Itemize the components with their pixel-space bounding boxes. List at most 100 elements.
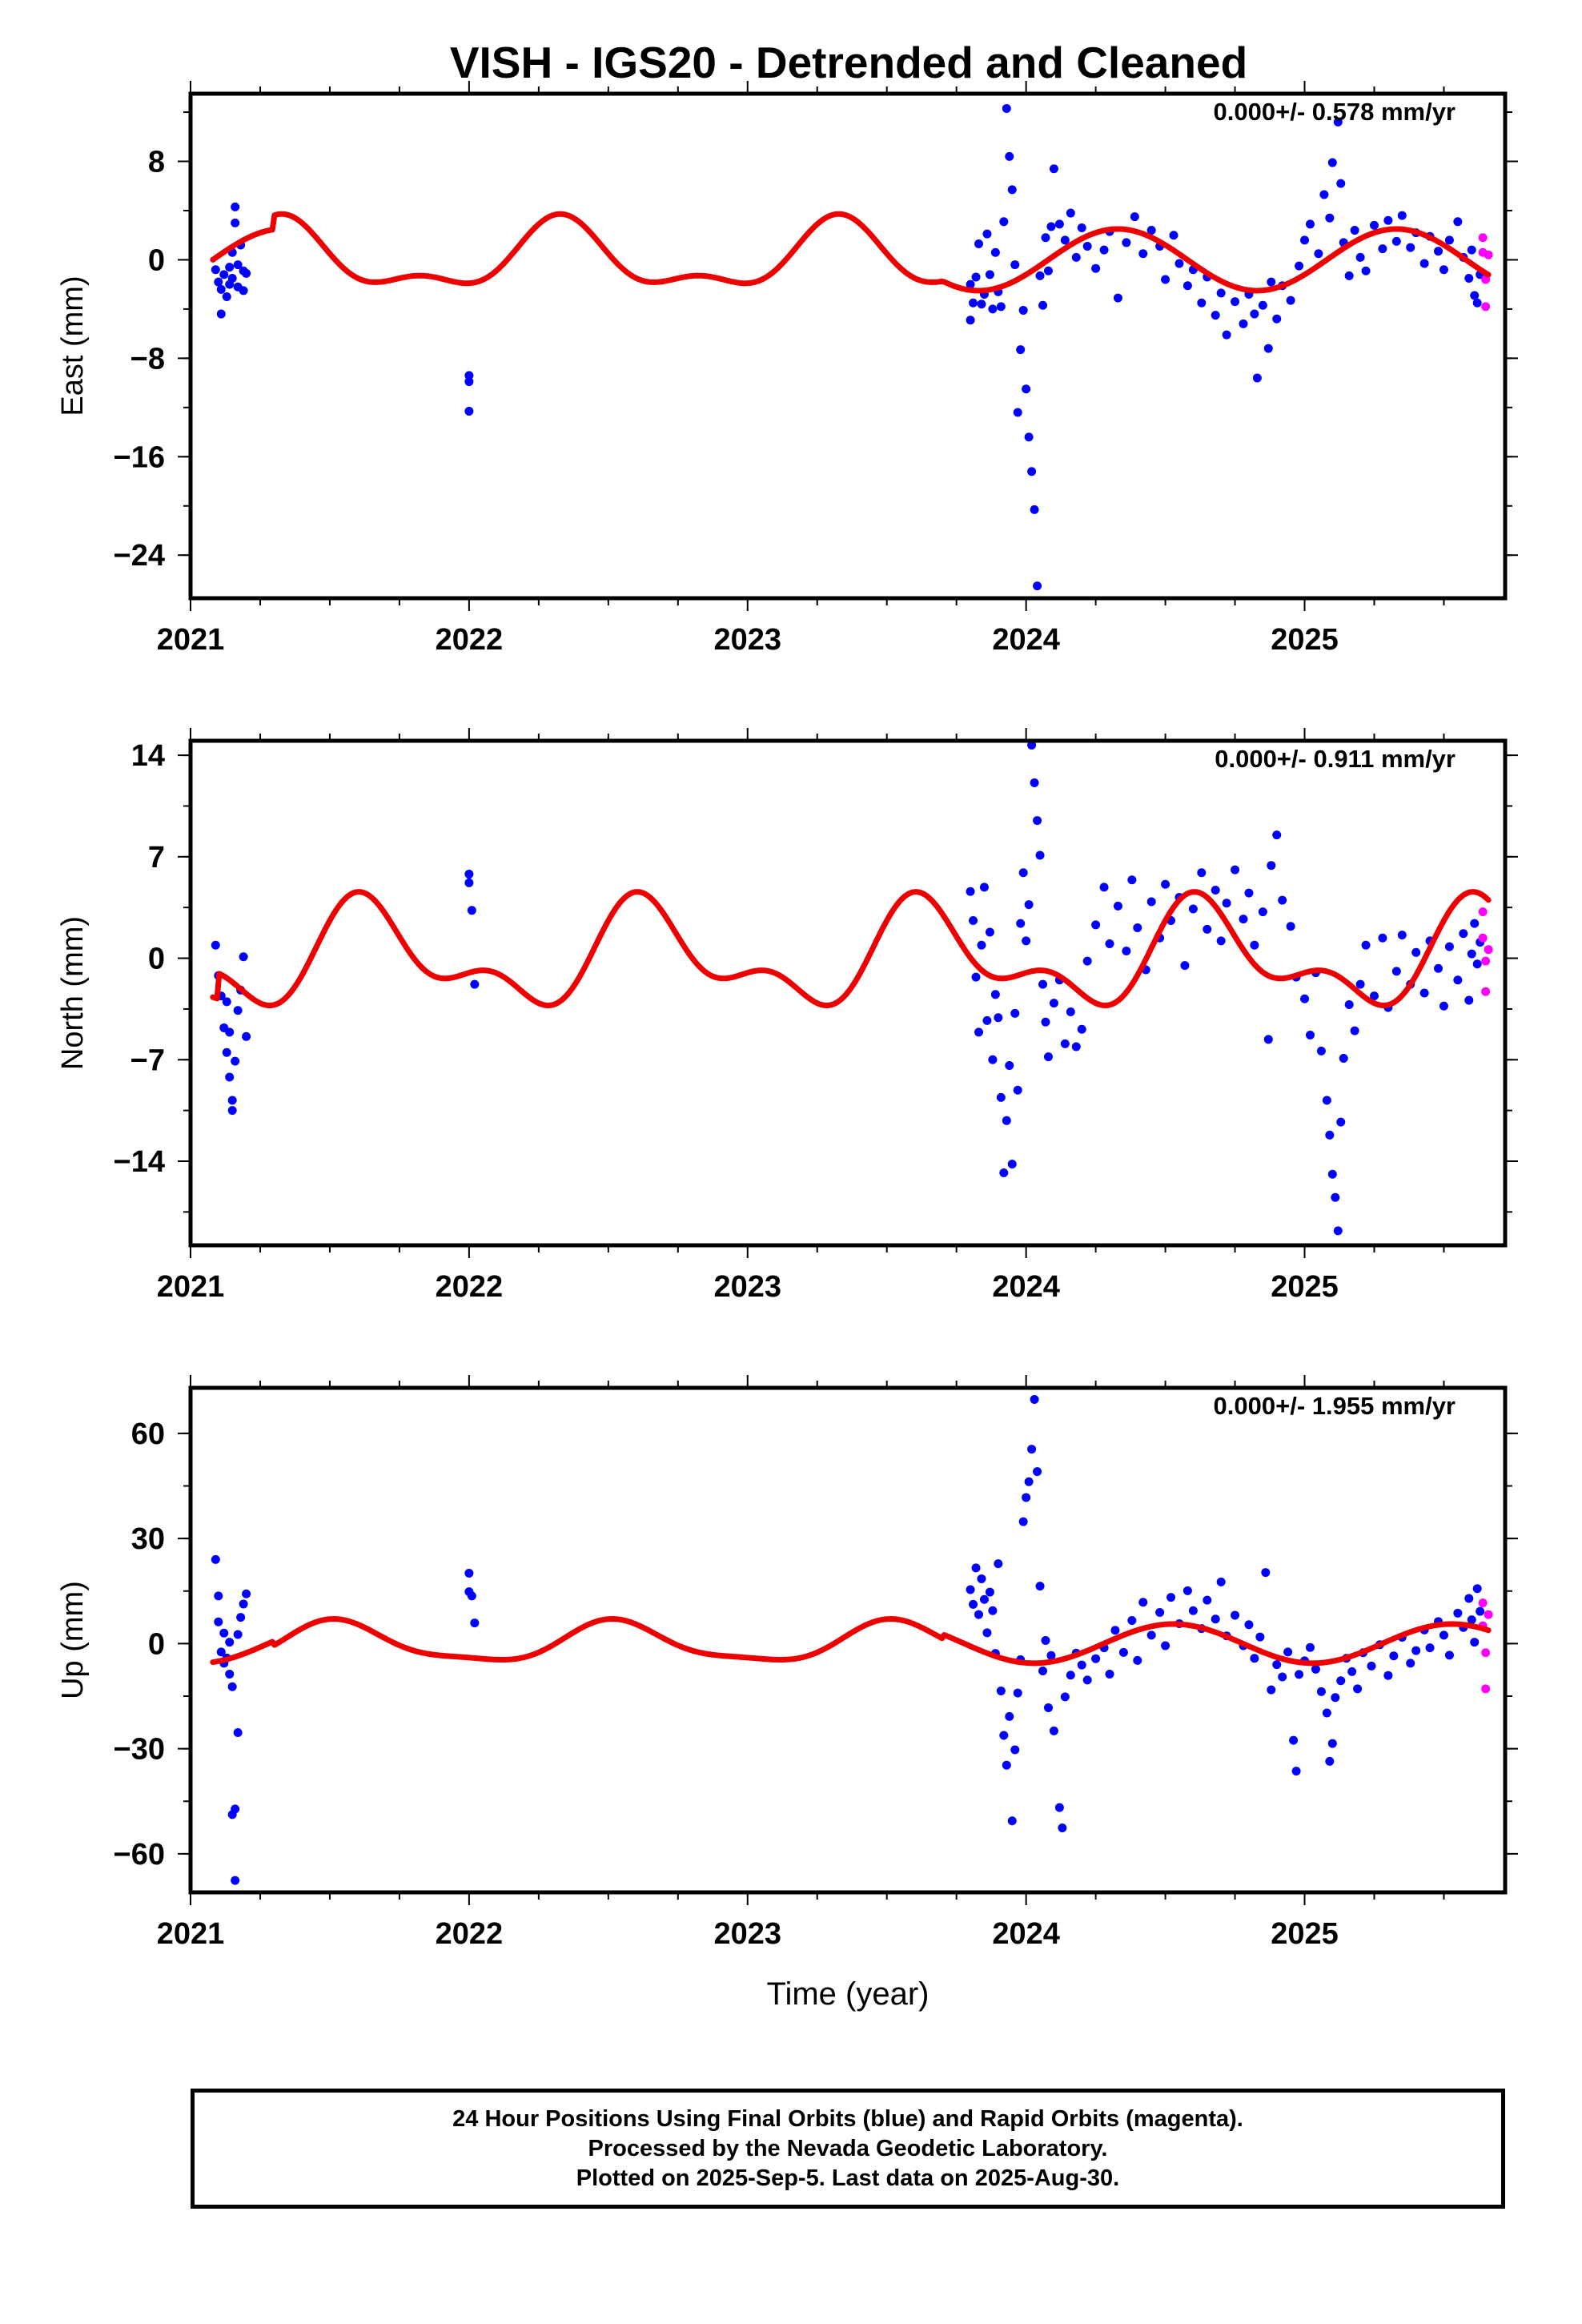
- final-orbit-point: [1278, 1672, 1287, 1682]
- final-orbit-point: [1316, 1046, 1326, 1055]
- final-orbit-point: [1211, 885, 1220, 895]
- final-orbit-point: [1060, 1692, 1070, 1702]
- final-orbit-point: [1054, 219, 1064, 229]
- final-orbit-point: [1331, 1693, 1340, 1703]
- chart-title: VISH - IGS20 - Detrended and Cleaned: [450, 38, 1247, 87]
- final-orbit-point: [233, 1006, 243, 1015]
- final-orbit-point: [1118, 1647, 1128, 1657]
- final-orbit-point: [1024, 432, 1034, 442]
- final-orbit-point: [1018, 1517, 1028, 1526]
- final-orbit-point: [1161, 879, 1170, 889]
- final-orbit-point: [1043, 266, 1053, 275]
- final-orbit-point: [1322, 1708, 1331, 1718]
- plot-area: [210, 741, 1493, 1236]
- final-orbit-point: [1030, 505, 1039, 514]
- final-orbit-point: [1291, 1767, 1301, 1776]
- final-orbit-point: [994, 1559, 1003, 1569]
- final-orbit-point: [1470, 919, 1480, 928]
- final-orbit-point: [1066, 1007, 1075, 1017]
- rapid-orbit-point: [1478, 933, 1488, 943]
- final-orbit-point: [1464, 1594, 1474, 1603]
- final-orbit-point: [1305, 1031, 1315, 1039]
- final-orbit-point: [211, 265, 220, 275]
- final-orbit-point: [236, 1613, 246, 1622]
- final-orbit-point: [1300, 994, 1310, 1003]
- final-orbit-point: [1155, 1607, 1165, 1617]
- final-orbit-point: [242, 1589, 251, 1598]
- final-orbit-point: [1203, 1595, 1212, 1605]
- final-orbit-point: [999, 217, 1009, 227]
- final-orbit-point: [1325, 1756, 1335, 1766]
- final-orbit-point: [1222, 330, 1231, 340]
- final-orbit-point: [974, 1027, 984, 1037]
- final-orbit-point: [1038, 300, 1048, 310]
- final-orbit-point: [1350, 226, 1359, 235]
- final-orbit-point: [1336, 1117, 1346, 1127]
- final-orbit-point: [996, 1686, 1006, 1695]
- final-orbit-point: [1231, 1610, 1240, 1620]
- final-orbit-point: [1258, 907, 1267, 917]
- final-orbit-point: [1041, 1635, 1050, 1645]
- final-orbit-point: [1035, 1582, 1045, 1591]
- y-tick-label: −60: [114, 1838, 165, 1872]
- final-orbit-point: [1030, 778, 1039, 787]
- final-orbit-point: [467, 906, 476, 915]
- y-tick-label: 0: [148, 243, 165, 277]
- final-orbit-point: [1007, 185, 1017, 195]
- final-orbit-point: [1239, 319, 1248, 328]
- final-orbit-point: [982, 1015, 992, 1025]
- final-orbit-point: [1231, 865, 1240, 875]
- final-orbit-point: [1071, 1042, 1081, 1051]
- final-orbit-point: [1319, 190, 1329, 199]
- final-orbit-point: [211, 940, 220, 950]
- plot-frame: [188, 91, 1508, 601]
- final-orbit-point: [1002, 1116, 1011, 1125]
- final-orbit-point: [1453, 1608, 1463, 1618]
- final-orbit-point: [1033, 1467, 1042, 1477]
- final-orbit-point: [1459, 929, 1468, 939]
- final-orbit-point: [1010, 260, 1020, 270]
- final-orbit-point: [464, 377, 474, 387]
- final-orbit-point: [1250, 940, 1259, 950]
- final-orbit-point: [1295, 1670, 1304, 1679]
- final-orbit-point: [1439, 1630, 1448, 1640]
- final-orbit-point: [1222, 899, 1231, 908]
- rapid-orbit-point: [1481, 1648, 1491, 1658]
- final-orbit-point: [1255, 1632, 1265, 1642]
- final-orbit-point: [1016, 345, 1026, 355]
- final-orbit-point: [1411, 947, 1421, 957]
- final-orbit-point: [1071, 252, 1081, 262]
- final-orbit-point: [1333, 1226, 1343, 1236]
- y-tick-label: 60: [131, 1417, 165, 1451]
- final-orbit-point: [1180, 961, 1190, 971]
- final-orbit-point: [1105, 1669, 1114, 1679]
- final-orbit-point: [1325, 1130, 1335, 1140]
- final-orbit-point: [1133, 1655, 1142, 1665]
- final-orbit-point: [470, 1618, 480, 1628]
- final-orbit-point: [1060, 235, 1070, 245]
- rapid-orbit-point: [1481, 987, 1491, 996]
- final-orbit-point: [1336, 179, 1346, 188]
- final-orbit-point: [1133, 923, 1142, 933]
- final-orbit-point: [1169, 231, 1178, 240]
- final-orbit-point: [1041, 1017, 1050, 1027]
- final-orbit-point: [1258, 300, 1267, 310]
- final-orbit-point: [1278, 895, 1287, 905]
- x-tick-label: 2021: [157, 623, 225, 657]
- final-orbit-point: [1252, 373, 1262, 383]
- final-orbit-point: [1272, 1660, 1282, 1670]
- final-orbit-point: [231, 1804, 240, 1814]
- final-orbit-point: [971, 272, 981, 282]
- final-orbit-point: [1203, 924, 1212, 934]
- final-orbit-point: [1013, 1688, 1022, 1698]
- final-orbit-point: [1464, 273, 1474, 283]
- final-orbit-point: [225, 1669, 235, 1679]
- final-orbit-point: [1027, 467, 1037, 476]
- rapid-orbit-point: [1481, 1684, 1491, 1694]
- final-orbit-point: [1099, 883, 1109, 892]
- final-orbit-point: [216, 1647, 226, 1657]
- x-tick-label: 2022: [436, 1917, 504, 1951]
- rapid-orbit-point: [1484, 250, 1493, 259]
- final-orbit-point: [225, 1072, 235, 1082]
- final-orbit-point: [1244, 1620, 1254, 1630]
